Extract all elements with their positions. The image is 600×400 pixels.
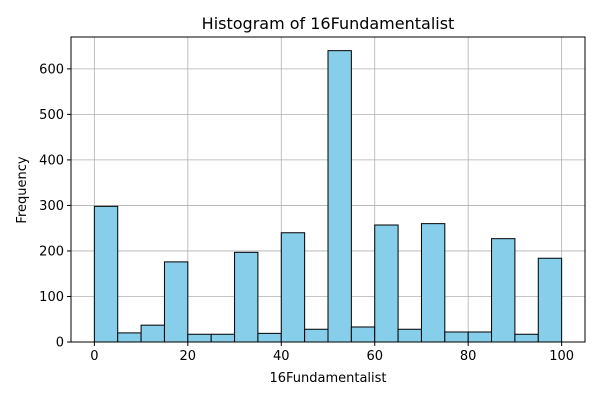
x-tick-label: 60 [366, 349, 383, 364]
chart-title: Histogram of 16Fundamentalist [202, 14, 455, 33]
y-axis-ticks: 0 100 200 300 400 500 600 [39, 62, 71, 351]
y-tick-label: 0 [56, 336, 64, 351]
histogram-bar [514, 333, 539, 343]
histogram-bar [327, 50, 352, 343]
histogram-bar [234, 251, 259, 343]
histogram-bar [537, 257, 563, 343]
y-tick-label: 400 [39, 153, 64, 168]
x-tick-label: 80 [460, 349, 477, 364]
y-tick-label: 500 [39, 108, 64, 123]
histogram-bar [397, 328, 422, 343]
histogram-bar [444, 331, 469, 343]
histogram-bar [350, 326, 376, 343]
histogram-bar [117, 332, 142, 343]
x-tick-label: 40 [273, 349, 290, 364]
histogram-bar [210, 333, 236, 343]
x-axis-ticks: 0 20 40 60 80 100 [90, 342, 574, 364]
histogram-bar [304, 328, 329, 343]
y-tick-label: 100 [39, 290, 64, 305]
bars [93, 50, 563, 343]
x-tick-label: 0 [90, 349, 98, 364]
x-tick-label: 100 [549, 349, 574, 364]
x-axis-label: 16Fundamentalist [269, 371, 386, 386]
histogram-bar [187, 333, 212, 343]
plot-frame [70, 36, 586, 343]
histogram-bar [280, 232, 306, 343]
histogram-bar [257, 332, 282, 343]
y-axis-label: Frequency [15, 156, 30, 223]
histogram-bar [374, 224, 399, 343]
x-tick-label: 20 [180, 349, 197, 364]
histogram-bar [140, 324, 165, 343]
histogram-bar [491, 238, 516, 343]
histogram-bar [467, 331, 493, 343]
histogram-bar [163, 261, 189, 343]
y-tick-label: 200 [39, 244, 64, 259]
y-tick-label: 600 [39, 62, 64, 77]
histogram-bar [420, 223, 446, 343]
y-tick-label: 300 [39, 199, 64, 214]
histogram-bar [93, 205, 119, 343]
